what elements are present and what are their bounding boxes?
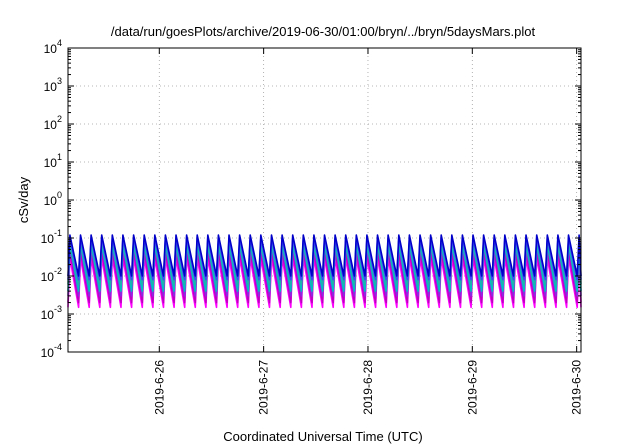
y-tick-label: 10-1 (41, 228, 62, 246)
series-layer (67, 234, 582, 309)
chart-title: /data/run/goesPlots/archive/2019-06-30/0… (111, 24, 536, 39)
y-tick-label: 10-2 (41, 266, 62, 284)
series-line (67, 234, 582, 277)
x-axis-label: Coordinated Universal Time (UTC) (223, 429, 422, 444)
y-tick-label: 101 (44, 152, 62, 170)
y-tick-label: 104 (44, 38, 62, 56)
x-tick-label: 2019-6-26 (152, 360, 166, 415)
x-tick-label: 2019-6-28 (361, 360, 375, 415)
ticks: 10-4 10-3 10-2 10-1 100 101 102 103 104 2019-6-26… (41, 38, 584, 415)
y-tick-label: 103 (44, 76, 62, 94)
y-tick-label: 10-3 (41, 304, 62, 322)
y-tick-label: 100 (44, 190, 62, 208)
y-axis-label: cSv/day (16, 176, 31, 223)
x-tick-label: 2019-6-29 (465, 360, 479, 415)
y-tick-label: 102 (44, 114, 62, 132)
x-tick-label: 2019-6-27 (257, 360, 271, 415)
grid (68, 48, 581, 352)
x-tick-label: 2019-6-30 (570, 360, 584, 415)
y-tick-label: 10-4 (41, 342, 62, 360)
